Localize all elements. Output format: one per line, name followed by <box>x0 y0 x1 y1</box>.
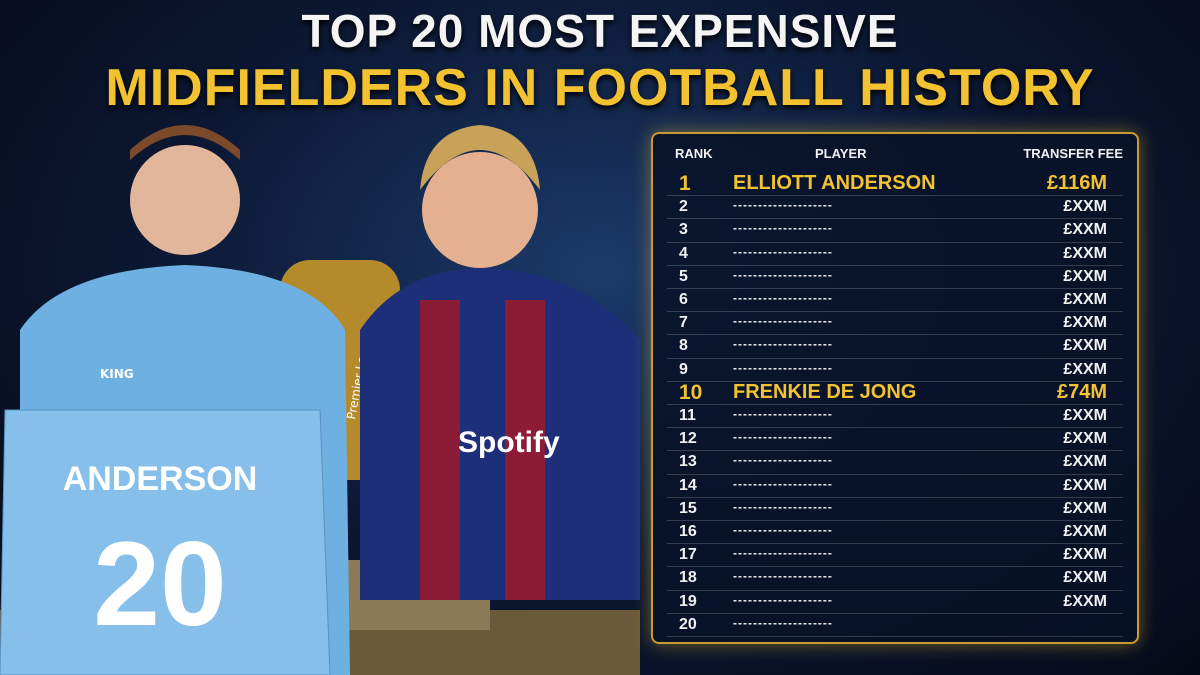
player-name: -------------------- <box>733 499 833 514</box>
transfer-fee: £XXM <box>1063 267 1107 285</box>
transfer-fee: £XXM <box>1063 569 1107 587</box>
player-name: -------------------- <box>733 291 833 305</box>
rank: 9 <box>679 360 688 378</box>
row-separator <box>667 496 1123 498</box>
row-separator <box>667 520 1123 521</box>
row-separator <box>667 427 1123 429</box>
row-separator <box>667 380 1123 382</box>
rank: 18 <box>679 569 697 587</box>
transfer-fee: £XXM <box>1063 221 1107 239</box>
transfer-fee: £74M <box>1056 380 1107 403</box>
transfer-fee: £XXM <box>1063 453 1107 471</box>
rank: 3 <box>679 221 688 239</box>
transfer-fee: £XXM <box>1063 407 1107 424</box>
row-separator <box>667 264 1123 266</box>
row-separator <box>667 195 1123 197</box>
player-name: -------------------- <box>733 337 833 352</box>
column-header: TRANSFER FEE <box>1023 146 1123 161</box>
transfer-fee: £XXM <box>1063 592 1107 610</box>
hair <box>130 125 240 160</box>
row-separator <box>667 334 1123 336</box>
transfer-fee: £XXM <box>1063 314 1107 332</box>
transfer-fee: £XXM <box>1063 360 1107 378</box>
transfer-fee: £XXM <box>1063 546 1107 564</box>
transfer-fee: £XXM <box>1063 523 1107 540</box>
player-name: -------------------- <box>733 453 833 468</box>
player-name: -------------------- <box>733 430 833 445</box>
row-separator <box>667 612 1123 614</box>
transfer-fee: £116M <box>1046 172 1107 194</box>
title-line2: MIDFIELDERS IN FOOTBALL HISTORY <box>105 59 1095 117</box>
rank: 11 <box>679 407 696 424</box>
player-name: -------------------- <box>733 314 833 329</box>
player-name: -------------------- <box>733 407 833 421</box>
row-separator <box>667 404 1123 405</box>
transfer-fee: £XXM <box>1063 476 1107 494</box>
column-header: RANK <box>675 146 713 161</box>
rank: 5 <box>679 267 688 285</box>
rank: 7 <box>679 314 688 332</box>
transfer-fee: £XXM <box>1063 198 1107 216</box>
rank: 17 <box>679 546 697 564</box>
row-separator <box>667 636 1123 637</box>
row-separator <box>667 589 1123 591</box>
player-name: -------------------- <box>733 523 833 537</box>
player-head <box>130 145 240 255</box>
row-separator <box>667 450 1123 452</box>
transfer-fee: £XXM <box>1063 430 1107 448</box>
ranking-table: RANK PLAYER TRANSFER FEE 1 ELLIOTT ANDERS… <box>651 132 1139 644</box>
rank: 14 <box>679 476 697 494</box>
player-name: -------------------- <box>733 244 833 259</box>
row-separator <box>667 473 1123 475</box>
player-name: -------------------- <box>733 360 833 375</box>
transfer-fee: £XXM <box>1063 337 1107 355</box>
rank: 10 <box>679 380 703 404</box>
player-name: ELLIOTT ANDERSON <box>733 172 936 194</box>
held-shirt <box>0 409 331 675</box>
player-name: -------------------- <box>733 569 833 584</box>
row-separator <box>667 241 1123 243</box>
player-head <box>422 152 538 268</box>
player-name: -------------------- <box>733 267 833 282</box>
rank: 4 <box>679 244 688 262</box>
rank: 2 <box>679 198 688 216</box>
player-name: -------------------- <box>733 592 833 607</box>
row-separator <box>667 311 1123 313</box>
player-name: FRENKIE DE JONG <box>733 380 917 403</box>
rank: 15 <box>679 499 697 517</box>
row-separator <box>667 566 1123 568</box>
shirt-number: 20 <box>93 517 226 651</box>
stripe <box>420 300 460 600</box>
player-name: -------------------- <box>733 615 833 630</box>
transfer-fee: £XXM <box>1063 499 1107 517</box>
brand-text: KING <box>100 367 134 381</box>
row-separator <box>667 357 1123 359</box>
rank: 16 <box>679 523 697 540</box>
rank: 1 <box>679 172 691 195</box>
players-art: Premier League KING ANDERSON 20 Spotify <box>0 125 640 675</box>
player-name: -------------------- <box>733 476 833 491</box>
player-name: -------------------- <box>733 546 833 561</box>
rank: 13 <box>679 453 697 471</box>
rank: 8 <box>679 337 688 355</box>
rank: 12 <box>679 430 697 448</box>
player-name: -------------------- <box>733 221 833 236</box>
sponsor-text: Spotify <box>458 426 560 459</box>
row-separator <box>667 218 1123 220</box>
rank: 20 <box>679 615 697 633</box>
column-header: PLAYER <box>815 146 867 161</box>
stripe <box>505 300 545 600</box>
row-separator <box>667 543 1123 545</box>
rank: 19 <box>679 592 697 610</box>
row-separator <box>667 288 1123 289</box>
rank: 6 <box>679 291 688 308</box>
title-line1: TOP 20 MOST EXPENSIVE <box>301 5 899 57</box>
transfer-fee: £XXM <box>1063 291 1107 308</box>
player-name: -------------------- <box>733 198 833 213</box>
transfer-fee: £XXM <box>1063 244 1107 262</box>
shirt-name: ANDERSON <box>63 460 258 498</box>
hair <box>420 125 540 190</box>
